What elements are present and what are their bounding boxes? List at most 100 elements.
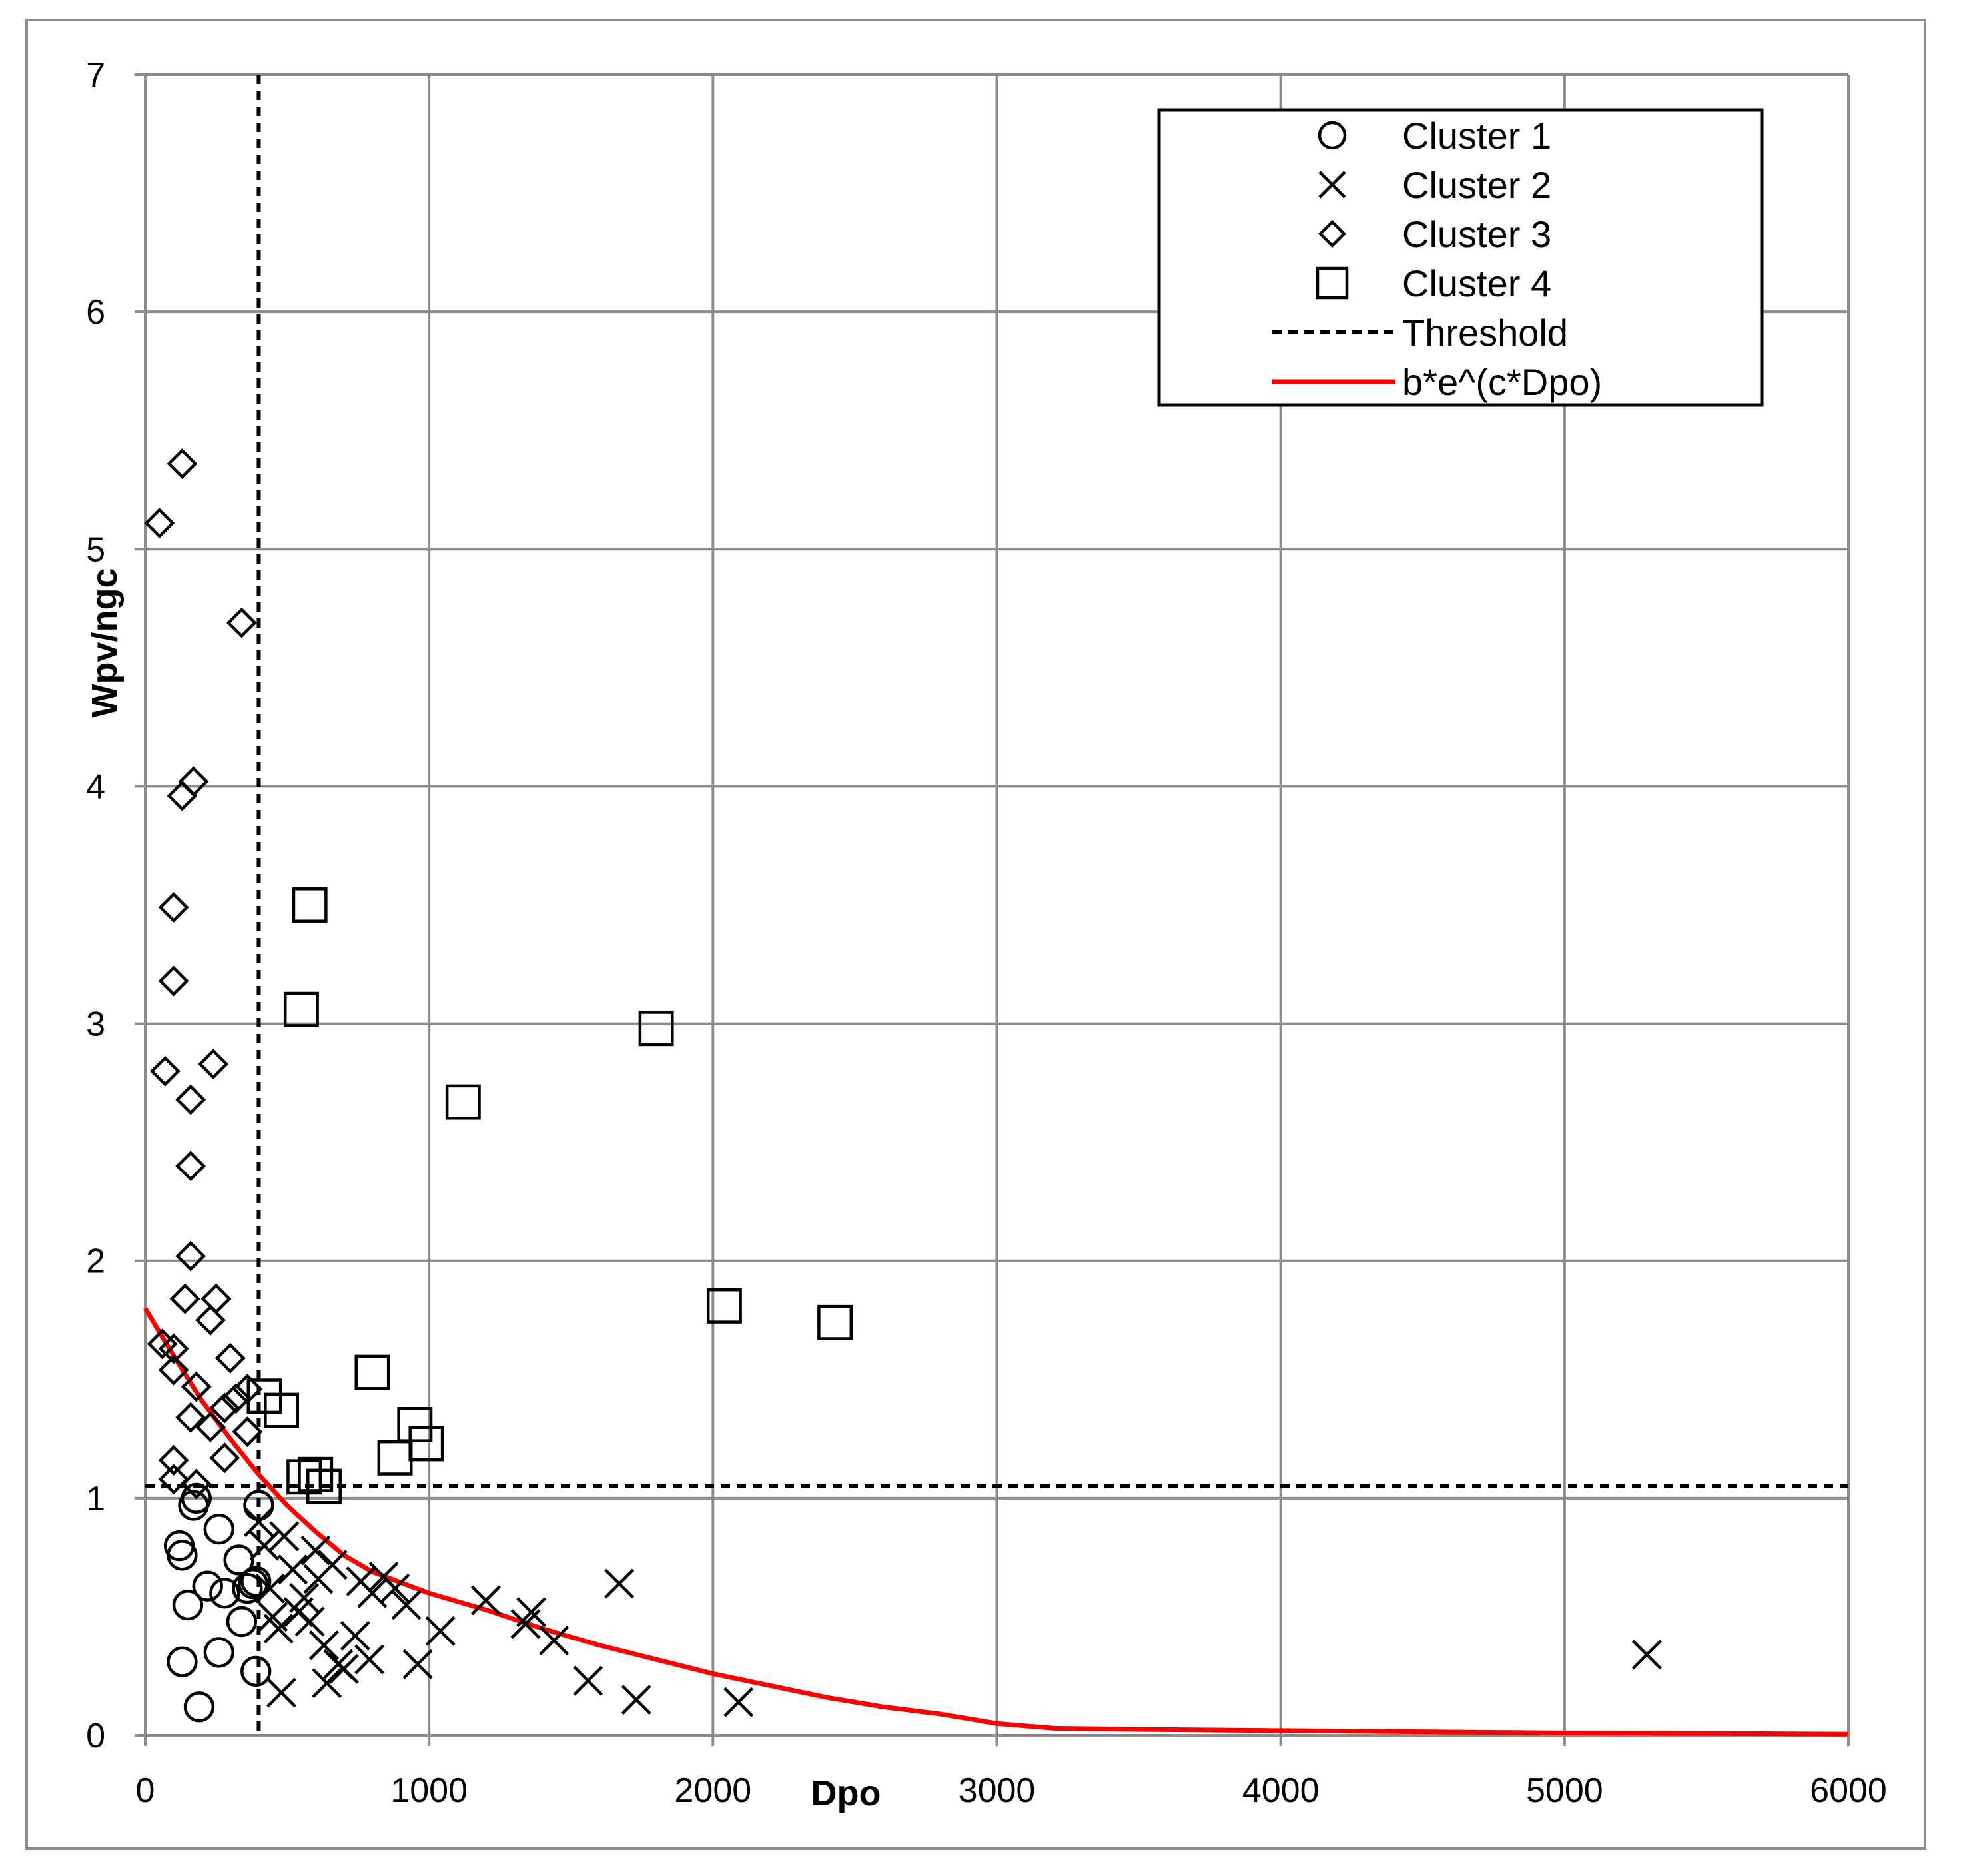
legend-circle-icon [1318,121,1347,150]
circle-point [181,1482,212,1514]
x-point [573,1665,603,1696]
diamond-point [175,1151,206,1182]
square-point [286,1459,322,1495]
circle-point [192,1570,223,1602]
legend-x-icon [1318,171,1346,199]
diamond-point [144,508,175,539]
circle-point [167,1540,198,1571]
x-point [340,1620,370,1651]
legend-label: Cluster 2 [1402,164,1551,206]
diamond-point [158,892,189,923]
x-point [255,1573,286,1604]
y-tick-label: 7 [86,56,105,95]
circle-point [243,1490,274,1521]
legend: Cluster 1 Cluster 2 Cluster 3 Cluster 4 Thre… [1157,108,1764,407]
x-tick-label: 3000 [959,1771,1036,1810]
diamond-point [181,1371,212,1402]
diamond-point [169,1283,200,1314]
x-point [278,1554,308,1585]
circle-point [203,1514,234,1545]
diamond-point [232,1416,263,1448]
y-tick-label: 1 [86,1480,105,1518]
threshold-lines [145,75,1848,1735]
x-point [380,1573,410,1604]
y-tick-label: 4 [86,767,105,806]
legend-label: Cluster 4 [1402,262,1551,304]
diamond-point [158,1333,189,1364]
circle-point [240,1655,272,1687]
diamond-point [214,1342,246,1374]
x-point [243,1506,274,1537]
x-tick-label: 1000 [390,1771,468,1810]
legend-box [1157,108,1764,407]
circle-point [203,1637,234,1668]
diamond-point [175,1402,206,1433]
x-point [308,1630,339,1661]
x-point [317,1550,348,1580]
diamond-point [181,1468,212,1500]
diamond-point [209,1392,240,1424]
x-point [328,1653,359,1684]
x-point [294,1606,325,1637]
diamond-point [158,965,189,997]
legend-label: b*e^(c*Dpo) [1402,361,1602,403]
diamond-point [167,780,198,811]
series-cluster-1 [163,1482,274,1723]
circle-point [240,1566,272,1597]
circle-point [223,1544,254,1576]
diamond-point [195,1412,226,1442]
x-point [723,1687,754,1717]
x-tick-label: 4000 [1242,1771,1320,1810]
circle-point [167,1646,198,1677]
circle-point [226,1606,258,1638]
legend-square-icon [1316,266,1349,300]
x-point [289,1582,320,1613]
diamond-point [158,1444,189,1476]
circle-point [172,1589,204,1621]
square-point [264,1392,300,1428]
diamond-point [149,1055,181,1087]
square-point [354,1354,390,1390]
y-tick-label: 0 [86,1717,105,1755]
square-point [306,1468,342,1504]
x-tick-label: 0 [136,1771,155,1810]
diamond-point [175,1084,206,1115]
diamond-point [158,1354,189,1386]
diamond-point [158,1464,189,1495]
square-point [377,1440,413,1476]
square-point [298,1456,334,1492]
x-point [249,1530,280,1561]
square-point [817,1304,853,1340]
x-point [300,1535,331,1566]
y-tick-label: 2 [86,1242,105,1281]
x-axis-title: Dpo [811,1773,881,1813]
legend-label: Cluster 3 [1402,213,1551,255]
data-points [144,448,1662,1723]
circle-point [183,1691,215,1723]
diamond-point [198,1049,229,1080]
fit-curve-line [143,1307,1849,1737]
x-point [539,1626,570,1656]
legend-label: Cluster 1 [1402,115,1551,157]
y-tick-label: 5 [86,530,105,569]
x-point [354,1644,385,1675]
legend-diamond-icon [1318,219,1347,248]
x-point [269,1521,300,1552]
square-point [638,1011,674,1047]
diamond-point [175,1240,206,1272]
diamond-point [195,1304,226,1336]
fit-curve [143,1307,1849,1737]
circle-point [209,1578,240,1609]
x-point [1631,1640,1662,1670]
y-axis-title: Wpv/ngc [85,568,125,718]
grid [144,73,1850,1737]
x-tick-label: 6000 [1810,1771,1887,1810]
square-point [445,1084,481,1120]
x-point [425,1616,456,1646]
legend-label: Threshold [1402,312,1568,354]
x-point [402,1649,433,1679]
x-tick-label: 5000 [1526,1771,1603,1810]
circle-point [232,1573,263,1604]
